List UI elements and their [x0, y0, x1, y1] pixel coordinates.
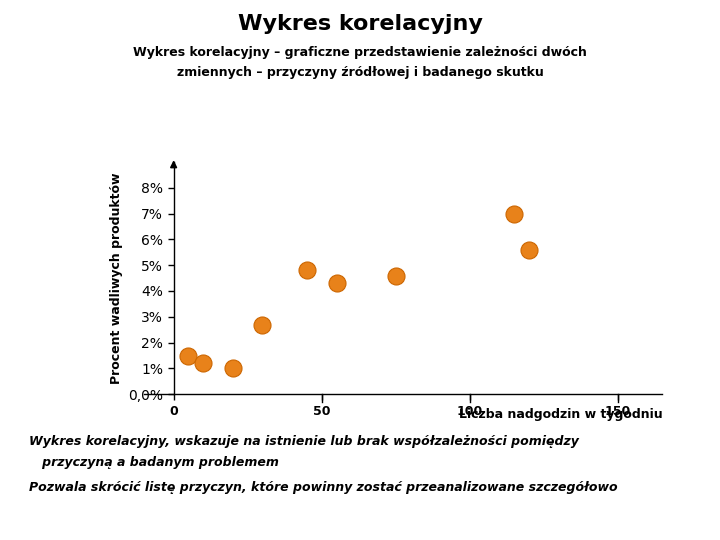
Text: Pozwala skrócić listę przyczyn, które powinny zostać przeanalizowane szczegółowo: Pozwala skrócić listę przyczyn, które po…	[29, 481, 618, 494]
Point	[523, 245, 535, 254]
Point	[197, 359, 209, 368]
Text: Wykres korelacyjny – graficzne przedstawienie zależności dwóch: Wykres korelacyjny – graficzne przedstaw…	[133, 46, 587, 59]
Text: Liczba nadgodzin w tygodniu: Liczba nadgodzin w tygodniu	[459, 408, 662, 421]
Point	[390, 271, 402, 280]
Text: Wykres korelacyjny, wskazuje na istnienie lub brak współzależności pomiędzy: Wykres korelacyjny, wskazuje na istnieni…	[29, 435, 579, 448]
Y-axis label: Procent wadliwych produktów: Procent wadliwych produktów	[109, 172, 122, 384]
Point	[227, 364, 238, 373]
Text: zmiennych – przyczyny źródłowej i badanego skutku: zmiennych – przyczyny źródłowej i badane…	[176, 66, 544, 79]
Point	[301, 266, 312, 275]
Text: Wykres korelacyjny: Wykres korelacyjny	[238, 14, 482, 33]
Point	[330, 279, 342, 288]
Point	[257, 320, 269, 329]
Point	[508, 210, 520, 218]
Text: przyczyną a badanym problemem: przyczyną a badanym problemem	[29, 456, 279, 469]
Point	[183, 351, 194, 360]
